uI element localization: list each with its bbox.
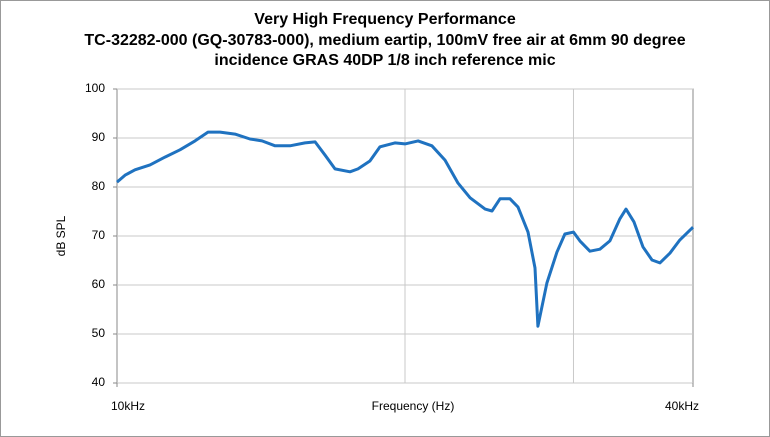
chart-subtitle: TC-32282-000 (GQ-30783-000), medium eart…	[84, 32, 686, 69]
subtitle-box: TC-32282-000 (GQ-30783-000), medium eart…	[84, 32, 686, 69]
x-axis-label: Frequency (Hz)	[372, 399, 455, 413]
y-tick-label: 50	[92, 326, 106, 340]
data-line	[116, 130, 695, 328]
y-tick-label: 100	[85, 81, 105, 95]
y-tick-label: 80	[92, 179, 106, 193]
x-tick-label: 40kHz	[665, 399, 699, 413]
y-tick-label: 60	[92, 277, 106, 291]
y-tick-label: 70	[92, 228, 106, 242]
y-tick-label: 40	[92, 375, 106, 389]
y-axis-label: dB SPL	[54, 215, 68, 256]
x-tick-label: 10kHz	[111, 399, 145, 413]
y-tick-label: 90	[92, 130, 106, 144]
chart-title: Very High Frequency Performance	[254, 11, 516, 28]
